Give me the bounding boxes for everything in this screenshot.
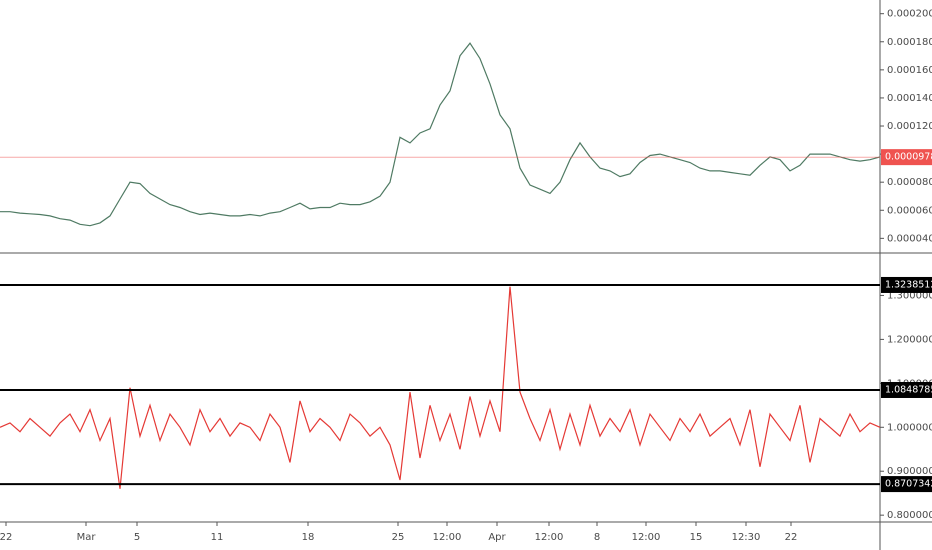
x-tick-label: 22 [0, 532, 12, 543]
x-tick-label: Apr [488, 532, 506, 543]
y-tick-label: 0.00012000 [887, 121, 932, 132]
level-tag [881, 476, 932, 493]
y-tick-label: 0.00020000 [887, 9, 932, 20]
level-tag [881, 149, 932, 166]
level-tag [881, 381, 932, 398]
level-label: 0.87073426 [885, 479, 932, 490]
y-tick-label: 0.80000000 [887, 510, 932, 521]
y-tick-label: 1.20000000 [887, 334, 932, 345]
x-tick-label: 12:00 [433, 532, 462, 543]
y-tick-label: 0.00006000 [887, 205, 932, 216]
x-tick-label: 8 [594, 532, 600, 543]
level-label: 0.00009784 [885, 152, 932, 163]
x-tick-label: 5 [134, 532, 140, 543]
x-tick-label: Mar [77, 532, 97, 543]
x-tick-label: 25 [392, 532, 405, 543]
y-tick-label: 0.00008000 [887, 177, 932, 188]
level-label: 1.08487858 [885, 384, 932, 395]
y-tick-label: 0.90000000 [887, 466, 932, 477]
y-tick-label: 1.00000000 [887, 422, 932, 433]
x-tick-label: 12:00 [535, 532, 564, 543]
x-tick-label: 12:30 [732, 532, 761, 543]
level-tag [881, 276, 932, 293]
y-tick-label: 0.00016000 [887, 65, 932, 76]
x-tick-label: 12:00 [632, 532, 661, 543]
series-line [0, 42, 881, 227]
x-tick-label: 15 [690, 532, 703, 543]
x-tick-label: 22 [785, 532, 798, 543]
x-tick-label: 18 [302, 532, 315, 543]
y-tick-label: 1.30000000 [887, 290, 932, 301]
y-tick-label: 0.00004000 [887, 233, 932, 244]
y-tick-label: 0.00018000 [887, 37, 932, 48]
x-tick-label: 11 [211, 532, 224, 543]
level-label: 1.32385122 [885, 279, 932, 290]
y-tick-label: 0.00014000 [887, 93, 932, 104]
series-line [0, 286, 881, 489]
